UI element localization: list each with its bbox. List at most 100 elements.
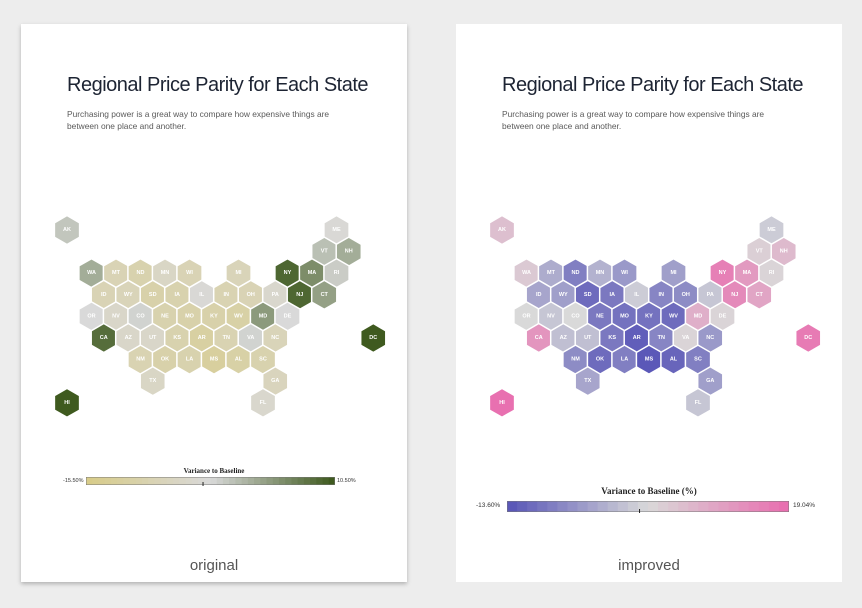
state-hex-shape bbox=[488, 387, 516, 419]
state-label: CA bbox=[100, 335, 108, 341]
state-label: AR bbox=[198, 335, 206, 341]
state-label: MD bbox=[694, 313, 703, 319]
state-label: PA bbox=[272, 292, 279, 298]
legend-swatch bbox=[527, 501, 538, 512]
page-subtitle: Purchasing power is a great way to compa… bbox=[502, 109, 765, 131]
state-hex-shape bbox=[249, 387, 277, 419]
legend-border bbox=[86, 477, 335, 485]
state-label: OH bbox=[247, 292, 255, 298]
state-label: MS bbox=[210, 357, 219, 363]
legend-swatch bbox=[587, 501, 599, 512]
state-label: PA bbox=[707, 292, 714, 298]
legend-swatch bbox=[738, 501, 750, 512]
state-label: NC bbox=[271, 335, 279, 341]
state-label: NV bbox=[112, 313, 120, 319]
legend-swatch bbox=[557, 501, 569, 512]
legend-swatch bbox=[191, 477, 199, 485]
legend-swatch bbox=[658, 501, 669, 512]
original-card: Regional Price Parity for Each State Pur… bbox=[21, 24, 407, 582]
state-label: ME bbox=[767, 227, 776, 233]
state-label: NM bbox=[136, 357, 145, 363]
legend-swatch bbox=[266, 477, 274, 485]
state-label: ME bbox=[332, 227, 341, 233]
legend-title: Variance to Baseline bbox=[183, 467, 245, 475]
legend-swatch bbox=[129, 477, 137, 485]
state-hex-al: AL bbox=[225, 344, 252, 375]
state-label: MI bbox=[235, 270, 242, 276]
legend-swatch bbox=[648, 501, 659, 512]
state-label: MA bbox=[308, 270, 317, 276]
legend-swatch bbox=[688, 501, 699, 512]
state-label: RI bbox=[334, 270, 340, 276]
legend-swatch bbox=[229, 477, 236, 485]
legend-swatch bbox=[547, 501, 558, 512]
legend-max-label: 10.50% bbox=[337, 478, 356, 484]
state-label: WV bbox=[669, 313, 678, 319]
legend-swatch bbox=[577, 501, 589, 512]
state-hex-tx: TX bbox=[139, 365, 167, 397]
state-label: NC bbox=[706, 335, 714, 341]
state-label: AZ bbox=[560, 335, 568, 341]
state-label: MS bbox=[645, 357, 654, 363]
legend-min-label: -15.50% bbox=[63, 478, 84, 484]
legend-swatch bbox=[92, 477, 100, 485]
legend-swatch bbox=[668, 501, 679, 512]
state-label: AL bbox=[670, 357, 678, 363]
state-label: IN bbox=[224, 292, 230, 298]
state-label: KY bbox=[645, 313, 653, 319]
legend-swatch bbox=[135, 477, 143, 485]
legend-swatch bbox=[142, 477, 149, 485]
legend-swatch bbox=[160, 477, 168, 485]
state-label: NE bbox=[161, 313, 169, 319]
legend-swatch bbox=[322, 477, 330, 485]
legend-swatch bbox=[758, 501, 770, 512]
legend-swatch bbox=[291, 477, 299, 485]
state-label: AK bbox=[63, 227, 71, 233]
legend-swatch bbox=[148, 477, 156, 485]
state-hex-la: LA bbox=[176, 344, 203, 375]
state-label: ID bbox=[536, 292, 542, 298]
legend-swatch bbox=[247, 477, 255, 485]
state-label: NY bbox=[284, 270, 292, 276]
legend-swatch bbox=[210, 477, 218, 485]
legend-swatch bbox=[272, 477, 280, 485]
state-label: KS bbox=[173, 335, 181, 341]
state-label: AR bbox=[633, 335, 641, 341]
state-label: MN bbox=[161, 270, 170, 276]
legend-swatch bbox=[748, 501, 760, 512]
state-label: FL bbox=[695, 400, 702, 406]
state-label: MA bbox=[743, 270, 752, 276]
legend-swatch bbox=[297, 477, 305, 485]
legend-swatch bbox=[328, 477, 335, 485]
state-label: OK bbox=[596, 357, 604, 363]
legend-border bbox=[507, 501, 789, 512]
state-label: IL bbox=[199, 292, 205, 298]
state-hex-shape bbox=[53, 214, 81, 246]
state-label: CO bbox=[136, 313, 145, 319]
state-label: SC bbox=[259, 357, 267, 363]
state-label: RI bbox=[769, 270, 775, 276]
hex-map-original: AK ME VT NH WA MT ND MN WI MI NY MA RI ID WY SD IA IL IN OH… bbox=[53, 214, 387, 419]
legend-swatch bbox=[617, 501, 629, 512]
state-hex-ct: CT bbox=[310, 279, 338, 311]
state-label: DE bbox=[284, 313, 292, 319]
state-label: VT bbox=[321, 249, 329, 255]
state-hex-ak: AK bbox=[488, 214, 516, 246]
state-label: ID bbox=[101, 292, 107, 298]
card-caption: original bbox=[189, 557, 239, 574]
state-label: TX bbox=[584, 378, 591, 384]
state-hex-ca: CA bbox=[525, 322, 553, 354]
state-hex-la: LA bbox=[611, 344, 638, 375]
state-label: IA bbox=[175, 292, 181, 298]
state-label: WI bbox=[621, 270, 628, 276]
legend-swatch bbox=[285, 477, 293, 485]
state-label: MI bbox=[670, 270, 677, 276]
state-label: IA bbox=[610, 292, 616, 298]
page-title: Regional Price Parity for Each State bbox=[67, 74, 369, 96]
page-title: Regional Price Parity for Each State bbox=[502, 74, 804, 96]
state-label: AK bbox=[498, 227, 506, 233]
state-label: TN bbox=[658, 335, 665, 341]
state-label: OR bbox=[522, 313, 530, 319]
state-label: WA bbox=[522, 270, 531, 276]
state-label: DC bbox=[369, 335, 377, 341]
